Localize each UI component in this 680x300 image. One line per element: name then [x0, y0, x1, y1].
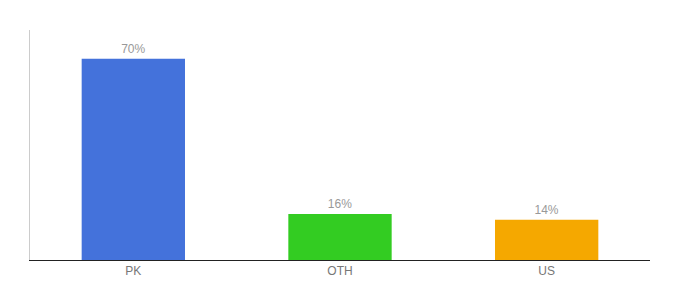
svg-text:16%: 16% — [328, 197, 352, 211]
svg-text:PK: PK — [125, 264, 141, 278]
svg-text:70%: 70% — [121, 42, 145, 56]
svg-text:OTH: OTH — [327, 264, 352, 278]
svg-text:14%: 14% — [534, 203, 558, 217]
svg-text:US: US — [538, 264, 555, 278]
